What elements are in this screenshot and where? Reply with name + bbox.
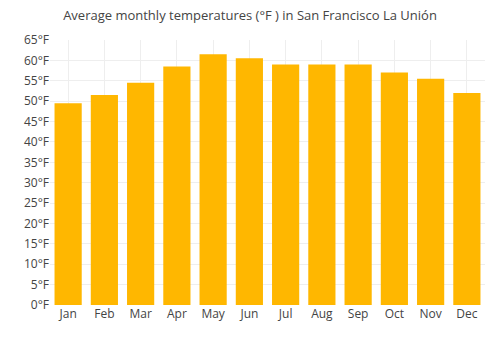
svg-text:5°F: 5°F	[31, 276, 49, 293]
svg-text:Dec: Dec	[456, 305, 477, 322]
svg-text:65°F: 65°F	[24, 31, 49, 48]
svg-text:0°F: 0°F	[31, 296, 49, 313]
svg-text:Feb: Feb	[94, 305, 114, 322]
svg-text:25°F: 25°F	[24, 194, 49, 211]
svg-text:Jan: Jan	[59, 305, 77, 322]
svg-text:55°F: 55°F	[24, 72, 49, 89]
svg-text:40°F: 40°F	[24, 133, 49, 150]
svg-text:30°F: 30°F	[24, 174, 49, 191]
svg-text:60°F: 60°F	[24, 52, 49, 69]
svg-text:45°F: 45°F	[24, 113, 49, 130]
svg-text:35°F: 35°F	[24, 154, 49, 171]
svg-text:50°F: 50°F	[24, 92, 49, 109]
svg-text:Nov: Nov	[420, 305, 442, 322]
svg-text:10°F: 10°F	[24, 255, 49, 272]
svg-text:15°F: 15°F	[24, 235, 49, 252]
svg-text:Oct: Oct	[385, 305, 404, 322]
svg-text:Aug: Aug	[311, 305, 333, 322]
svg-text:Jul: Jul	[278, 305, 293, 322]
svg-text:Jun: Jun	[239, 305, 258, 322]
svg-text:Average monthly temperatures (: Average monthly temperatures (°F ) in Sa…	[63, 6, 437, 24]
svg-text:Apr: Apr	[167, 305, 187, 322]
svg-text:May: May	[201, 305, 225, 322]
svg-text:20°F: 20°F	[24, 215, 49, 232]
svg-text:Sep: Sep	[348, 305, 369, 322]
svg-text:Mar: Mar	[129, 305, 151, 322]
